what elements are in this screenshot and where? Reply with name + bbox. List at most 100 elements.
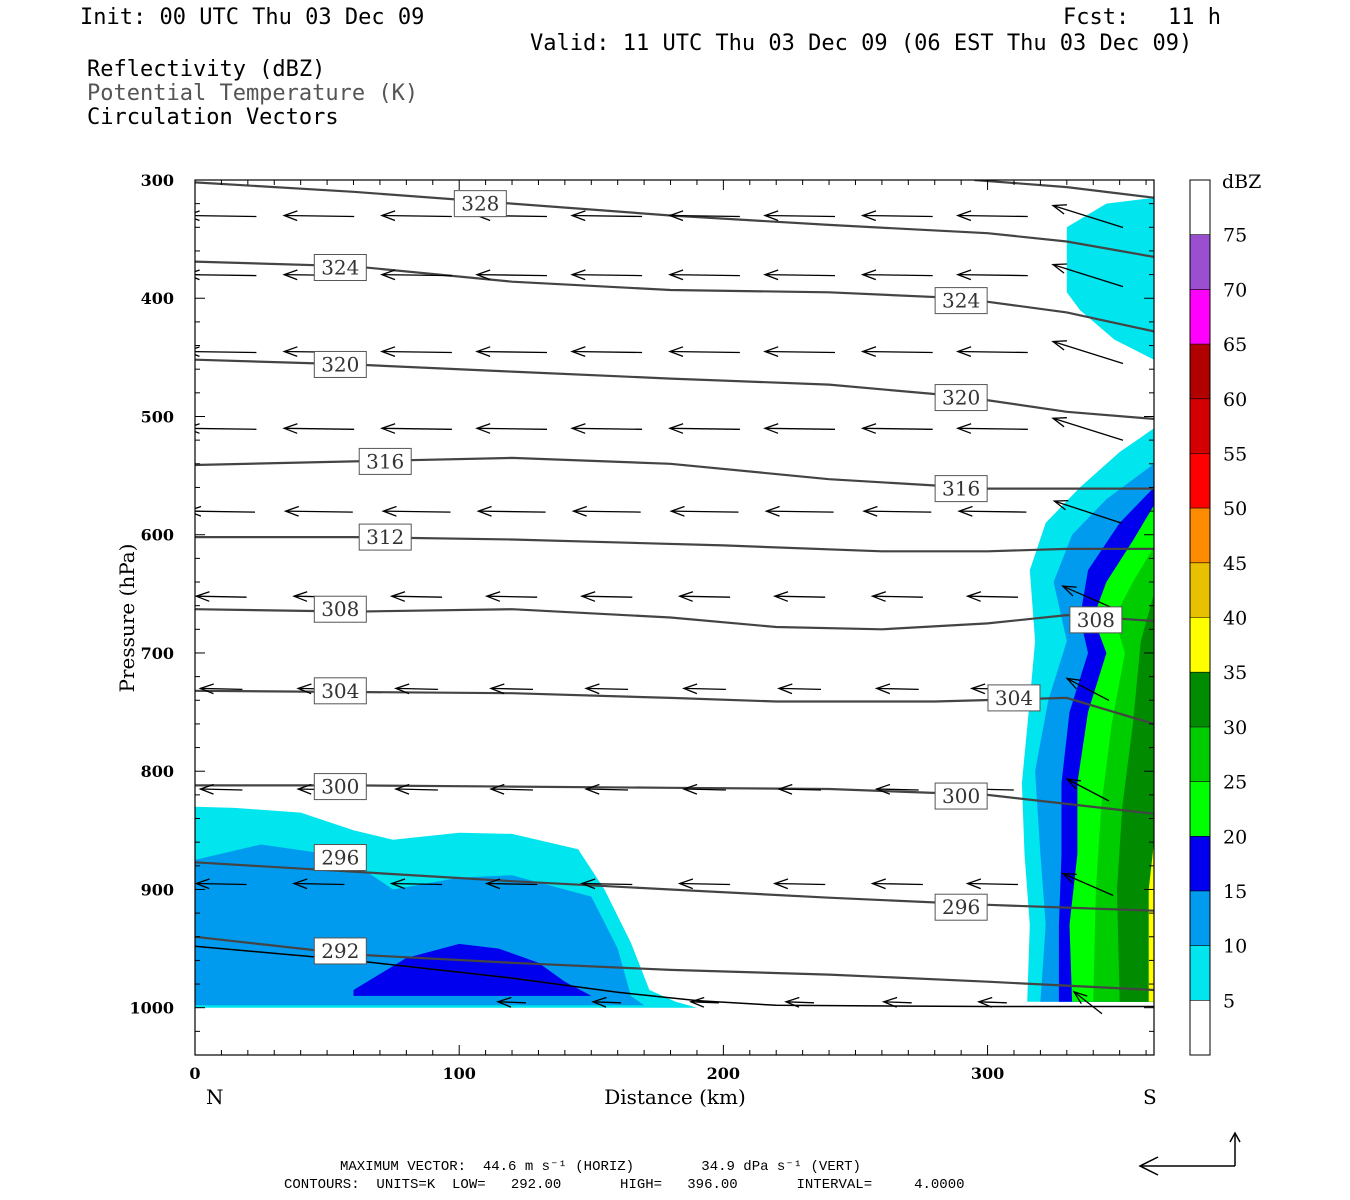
- colorbar-label-70: 70: [1223, 279, 1247, 301]
- x-tick-label-300: 300: [971, 1064, 1004, 1083]
- circulation-vector-head: [571, 505, 588, 517]
- circulation-vector-head: [682, 783, 698, 795]
- theta-label-308: 308: [321, 597, 359, 621]
- circulation-vector-head: [484, 591, 501, 602]
- circulation-vector-head: [584, 783, 600, 795]
- y-tick-label-300: 300: [141, 171, 174, 190]
- circulation-vector: [293, 882, 345, 886]
- circulation-vector: [683, 788, 726, 791]
- colorbar-swatch: [1190, 344, 1210, 399]
- colorbar-label-60: 60: [1223, 389, 1247, 411]
- circulation-vector-head: [860, 269, 877, 281]
- colorbar-swatch: [1190, 836, 1210, 891]
- circulation-vector-head: [881, 996, 898, 1008]
- circulation-vector: [391, 595, 443, 598]
- circulation-vector: [872, 882, 923, 886]
- theta-label-320: 320: [321, 352, 359, 376]
- circulation-vector: [476, 350, 548, 354]
- theta-contour-312: [195, 535, 1154, 553]
- circulation-vector-head: [763, 210, 779, 222]
- theta-contour-320: [195, 358, 1154, 420]
- circulation-vector: [683, 687, 726, 691]
- colorbar-swatch: [1190, 672, 1210, 727]
- theta-contour-332: [974, 180, 1154, 199]
- valid-time: Valid: 11 UTC Thu 03 Dec 09 (06 EST Thu …: [530, 31, 1193, 56]
- theta-label-box: [313, 595, 367, 623]
- circulation-vector: [581, 595, 633, 598]
- circulation-vector: [478, 510, 546, 513]
- circulation-vector-head: [380, 269, 396, 281]
- circulation-vector: [486, 595, 538, 598]
- colorbar-swatch: [1190, 726, 1210, 782]
- theta-label-304: 304: [995, 686, 1033, 710]
- colorbar-label-35: 35: [1223, 662, 1247, 684]
- circulation-vector: [572, 273, 643, 277]
- circulation-vector-head: [874, 683, 891, 695]
- circulation-vector: [764, 214, 836, 218]
- circulation-vector: [200, 687, 243, 691]
- theta-label-296: 296: [321, 846, 359, 870]
- circulation-vector-head: [1061, 585, 1077, 597]
- circulation-vector: [669, 214, 740, 218]
- circulation-vector: [573, 510, 641, 513]
- circulation-vector: [957, 427, 1028, 430]
- circulation-vector: [1052, 263, 1124, 288]
- circulation-vector: [883, 1001, 912, 1004]
- circulation-vector-head: [677, 591, 694, 602]
- circulation-vector: [862, 427, 933, 430]
- colorbar-swatch: [1190, 180, 1210, 235]
- circulation-vector-head: [957, 505, 973, 517]
- circulation-vector-head: [570, 423, 586, 434]
- circulation-vector-head: [668, 210, 684, 222]
- circulation-vector-head: [677, 878, 694, 890]
- theta-label-box: [313, 677, 367, 705]
- theta-label-300: 300: [942, 784, 980, 808]
- reflectivity-region-5dbz: [1066, 197, 1154, 360]
- theta-label-296: 296: [942, 895, 980, 919]
- theta-label-324: 324: [942, 289, 980, 313]
- circulation-vector-head: [282, 210, 298, 222]
- circulation-vector: [1054, 500, 1122, 524]
- circulation-vector-head: [496, 996, 512, 1008]
- circulation-vector-head: [380, 423, 396, 434]
- y-axis-label: Pressure (hPa): [115, 544, 139, 693]
- circulation-vector-head: [282, 269, 298, 281]
- circulation-vector-head: [763, 423, 779, 434]
- circulation-vector: [864, 510, 932, 513]
- colorbar-title: dBZ: [1222, 171, 1261, 193]
- circulation-vector: [381, 273, 452, 277]
- circulation-vector-head: [570, 269, 586, 281]
- forecast-label: Fcst:: [1063, 5, 1130, 30]
- circulation-vector-head: [475, 346, 491, 358]
- circulation-vector: [766, 510, 834, 513]
- theta-label-box: [313, 844, 367, 872]
- theta-label-304: 304: [321, 679, 359, 703]
- colorbar-swatch: [1190, 617, 1210, 673]
- circulation-vector-head: [591, 996, 607, 1008]
- colorbar-swatch: [1190, 289, 1210, 345]
- circulation-vector: [1062, 872, 1114, 897]
- circulation-vector-head: [476, 505, 492, 517]
- x-tick-label-0: 0: [189, 1064, 200, 1083]
- x-end-label-south: S: [1143, 1085, 1157, 1109]
- field-reflectivity: Reflectivity (dBZ): [87, 57, 326, 82]
- circulation-vector-head: [484, 878, 501, 890]
- circulation-vector: [1052, 340, 1124, 365]
- theta-label-316: 316: [366, 449, 404, 473]
- circulation-vector-head: [965, 878, 982, 890]
- circulation-vector-head: [296, 783, 312, 795]
- circulation-vector: [195, 427, 257, 430]
- circulation-vector: [967, 595, 1019, 598]
- colorbar-label-10: 10: [1223, 936, 1247, 958]
- theta-contour-304: [195, 689, 1154, 725]
- y-tick-label-1000: 1000: [129, 999, 174, 1018]
- circulation-vector-head: [475, 269, 491, 281]
- y-tick-label-800: 800: [141, 762, 174, 781]
- theta-label-box: [934, 475, 988, 503]
- max-vector-text: MAXIMUM VECTOR: 44.6 m s⁻¹ (HORIZ) 34.9 …: [340, 1159, 861, 1175]
- circulation-vector: [774, 595, 826, 598]
- circulation-vector-head: [393, 783, 410, 795]
- colorbar-label-30: 30: [1223, 717, 1247, 739]
- circulation-vector: [284, 214, 355, 218]
- circulation-vector: [476, 273, 548, 277]
